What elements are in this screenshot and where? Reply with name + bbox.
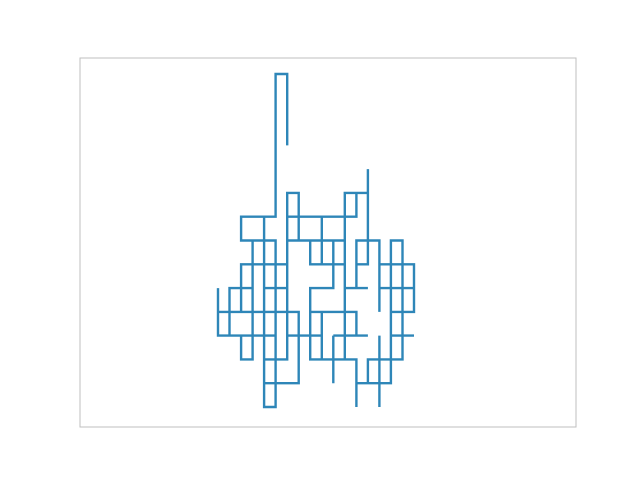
series-line <box>216 72 416 409</box>
series-layer <box>216 72 416 409</box>
plot-frame <box>79 57 577 428</box>
